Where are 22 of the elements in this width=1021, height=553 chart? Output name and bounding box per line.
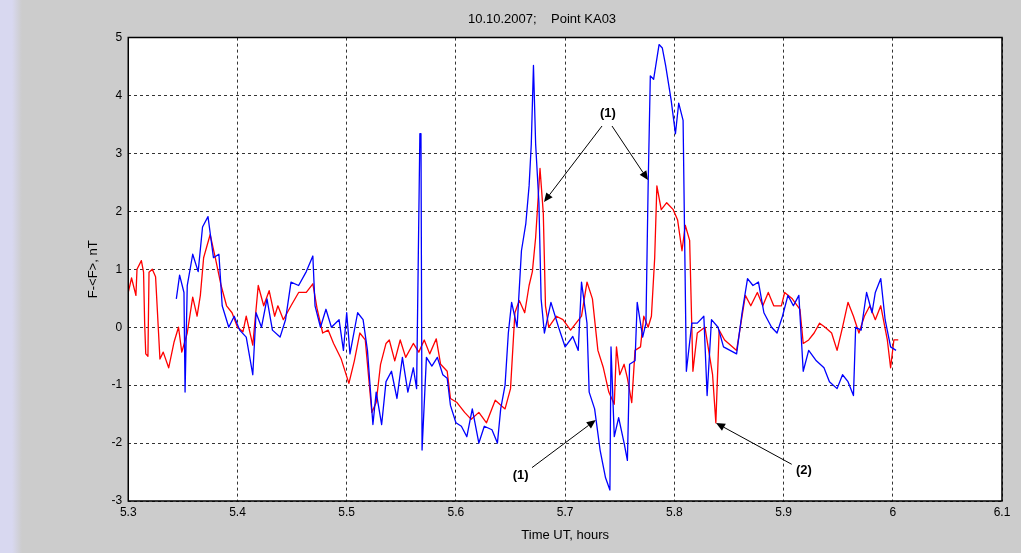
x-tick-label: 5.4	[229, 504, 247, 519]
y-tick-label: -2	[111, 435, 123, 450]
chart-title: 10.10.2007; Point KA03	[467, 11, 617, 27]
x-tick-label: 5.6	[447, 504, 465, 519]
y-tick-label: 1	[115, 261, 123, 276]
x-axis-title: Time UT, hours	[521, 526, 610, 542]
x-tick-label: 5.5	[338, 504, 356, 519]
annotation: (2)	[795, 462, 812, 478]
y-axis-title: F-<F>, nT	[85, 240, 101, 299]
y-tick-label: 4	[115, 87, 123, 102]
x-tick-label: 5.7	[556, 504, 574, 519]
annotation: (1)	[512, 467, 529, 483]
annotation: (1)	[600, 105, 616, 121]
y-tick-label: 0	[115, 319, 123, 334]
y-tick-label: 5	[115, 29, 123, 44]
y-tick-label: 3	[115, 145, 123, 160]
x-tick-label: 6	[889, 504, 897, 519]
x-tick-label: 6.1	[993, 504, 1011, 519]
x-tick-label: 5.9	[775, 504, 793, 519]
y-tick-label: 2	[115, 203, 123, 218]
y-tick-label: -1	[111, 377, 123, 392]
x-tick-label: 5.8	[666, 504, 684, 519]
